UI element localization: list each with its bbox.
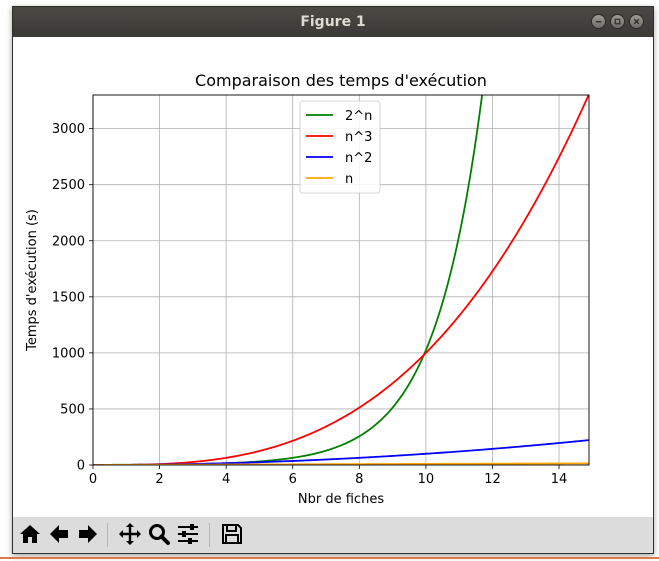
floppy-icon [222,524,242,544]
y-tick-label: 1500 [52,290,85,305]
window-title: Figure 1 [300,14,366,30]
y-tick-label: 1000 [52,346,85,361]
legend-box [299,100,381,194]
navigation-toolbar [13,517,653,553]
x-axis-label: Nbr de fiches [298,492,384,507]
magnifier-icon [149,524,170,545]
title-bar[interactable]: Figure 1 [13,7,653,37]
minimize-button[interactable] [591,14,606,29]
arrow-left-icon [50,525,68,543]
series-line-n-3 [93,95,589,465]
legend-label: n^2 [345,151,372,166]
close-button[interactable] [629,14,644,29]
save-button[interactable] [219,521,245,547]
figure-window: Figure 1 0 2 4 6 8 10 12 14 0 500 1000 1500 2000 2500… [12,6,654,554]
maximize-button[interactable] [610,14,625,29]
line-chart[interactable]: 0 2 4 6 8 10 12 14 0 500 1000 1500 2000 2500 3000 Compa… [13,37,653,517]
pan-button[interactable] [117,521,143,547]
y-tick-label: 2500 [52,178,85,193]
axes-frame [92,94,590,466]
toolbar-separator [209,523,210,547]
y-tick-label: 3000 [52,122,85,137]
legend-label: n^3 [345,130,372,145]
y-tick-label: 500 [60,402,85,417]
toolbar-separator [107,523,108,547]
arrow-right-icon [79,525,97,543]
close-icon [633,18,640,25]
minimize-icon [595,21,602,23]
zoom-button[interactable] [146,521,172,547]
sliders-icon [178,524,198,544]
back-button[interactable] [46,521,72,547]
x-tick-label: 2 [155,472,163,487]
home-button[interactable] [17,521,43,547]
legend-label: 2^n [345,109,372,124]
x-tick-label: 6 [289,472,297,487]
x-tick-label: 12 [484,472,501,487]
plot-area[interactable]: 0 2 4 6 8 10 12 14 0 500 1000 1500 2000 2500 3000 Compa… [13,37,653,517]
legend-label: n [345,172,353,187]
forward-button[interactable] [75,521,101,547]
maximize-icon [614,18,621,25]
home-icon [20,525,40,543]
x-tick-label: 0 [89,472,97,487]
y-axis-label: Temps d'exécution (s) [25,209,40,352]
x-tick-label: 10 [418,472,435,487]
x-tick-label: 14 [551,472,568,487]
chart-title: Comparaison des temps d'exécution [195,71,487,90]
y-tick-label: 2000 [52,234,85,249]
x-tick-label: 8 [355,472,363,487]
desktop-accent-line [0,557,659,559]
y-tick-label: 0 [77,459,85,474]
series-line-n-2 [93,439,589,465]
x-tick-label: 4 [222,472,230,487]
configure-subplots-button[interactable] [175,521,201,547]
move-icon [119,523,141,545]
